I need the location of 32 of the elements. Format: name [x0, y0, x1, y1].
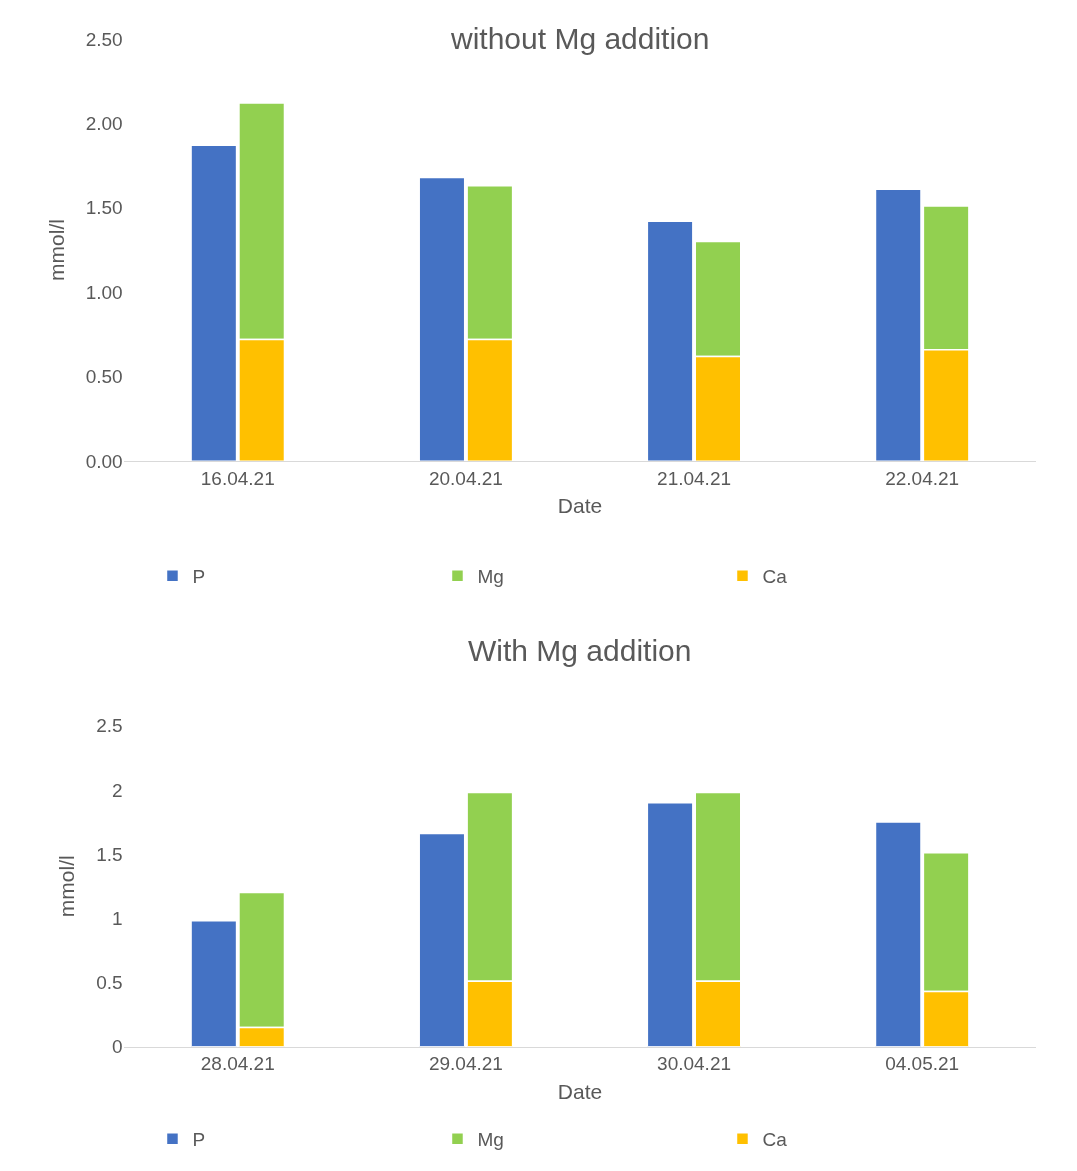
chart-title: With Mg addition [468, 634, 692, 667]
x-axis-title: Date [557, 494, 603, 518]
y-tick-label: 0.00 [85, 450, 123, 472]
legend-label: Ca [762, 566, 788, 588]
x-tick-label: 30.04.21 [657, 1053, 732, 1075]
y-axis-title: mmol/l [55, 855, 79, 918]
legend-label: P [192, 566, 206, 588]
y-tick-label: 0.5 [96, 972, 123, 994]
chart-title: without Mg addition [450, 22, 710, 55]
x-tick-label: 28.04.21 [200, 1053, 275, 1075]
y-tick-label: 1.50 [85, 197, 123, 219]
x-axis-title: Date [557, 1079, 603, 1103]
y-tick-label: 1 [112, 907, 123, 929]
x-tick-label: 04.05.21 [885, 1053, 960, 1075]
y-tick-label: 2 [112, 779, 123, 801]
y-tick-label: 0 [112, 1036, 123, 1058]
legend-label: P [192, 1129, 206, 1151]
y-tick-label: 2.5 [96, 715, 123, 737]
y-axis-title: mmol/l [44, 219, 68, 281]
y-tick-label: 1.5 [96, 843, 123, 865]
x-tick-label: 22.04.21 [885, 467, 960, 489]
y-tick-label: 0.50 [85, 366, 123, 388]
x-tick-label: 29.04.21 [428, 1053, 503, 1075]
legend-label: Mg [477, 1129, 504, 1151]
y-tick-label: 2.50 [85, 28, 123, 50]
legend-label: Ca [762, 1129, 788, 1151]
y-tick-label: 2.00 [85, 112, 123, 134]
legend-label: Mg [477, 566, 504, 588]
x-tick-label: 21.04.21 [657, 467, 732, 489]
y-tick-label: 1.00 [85, 281, 123, 303]
x-tick-label: 16.04.21 [200, 467, 275, 489]
x-tick-label: 20.04.21 [428, 467, 503, 489]
